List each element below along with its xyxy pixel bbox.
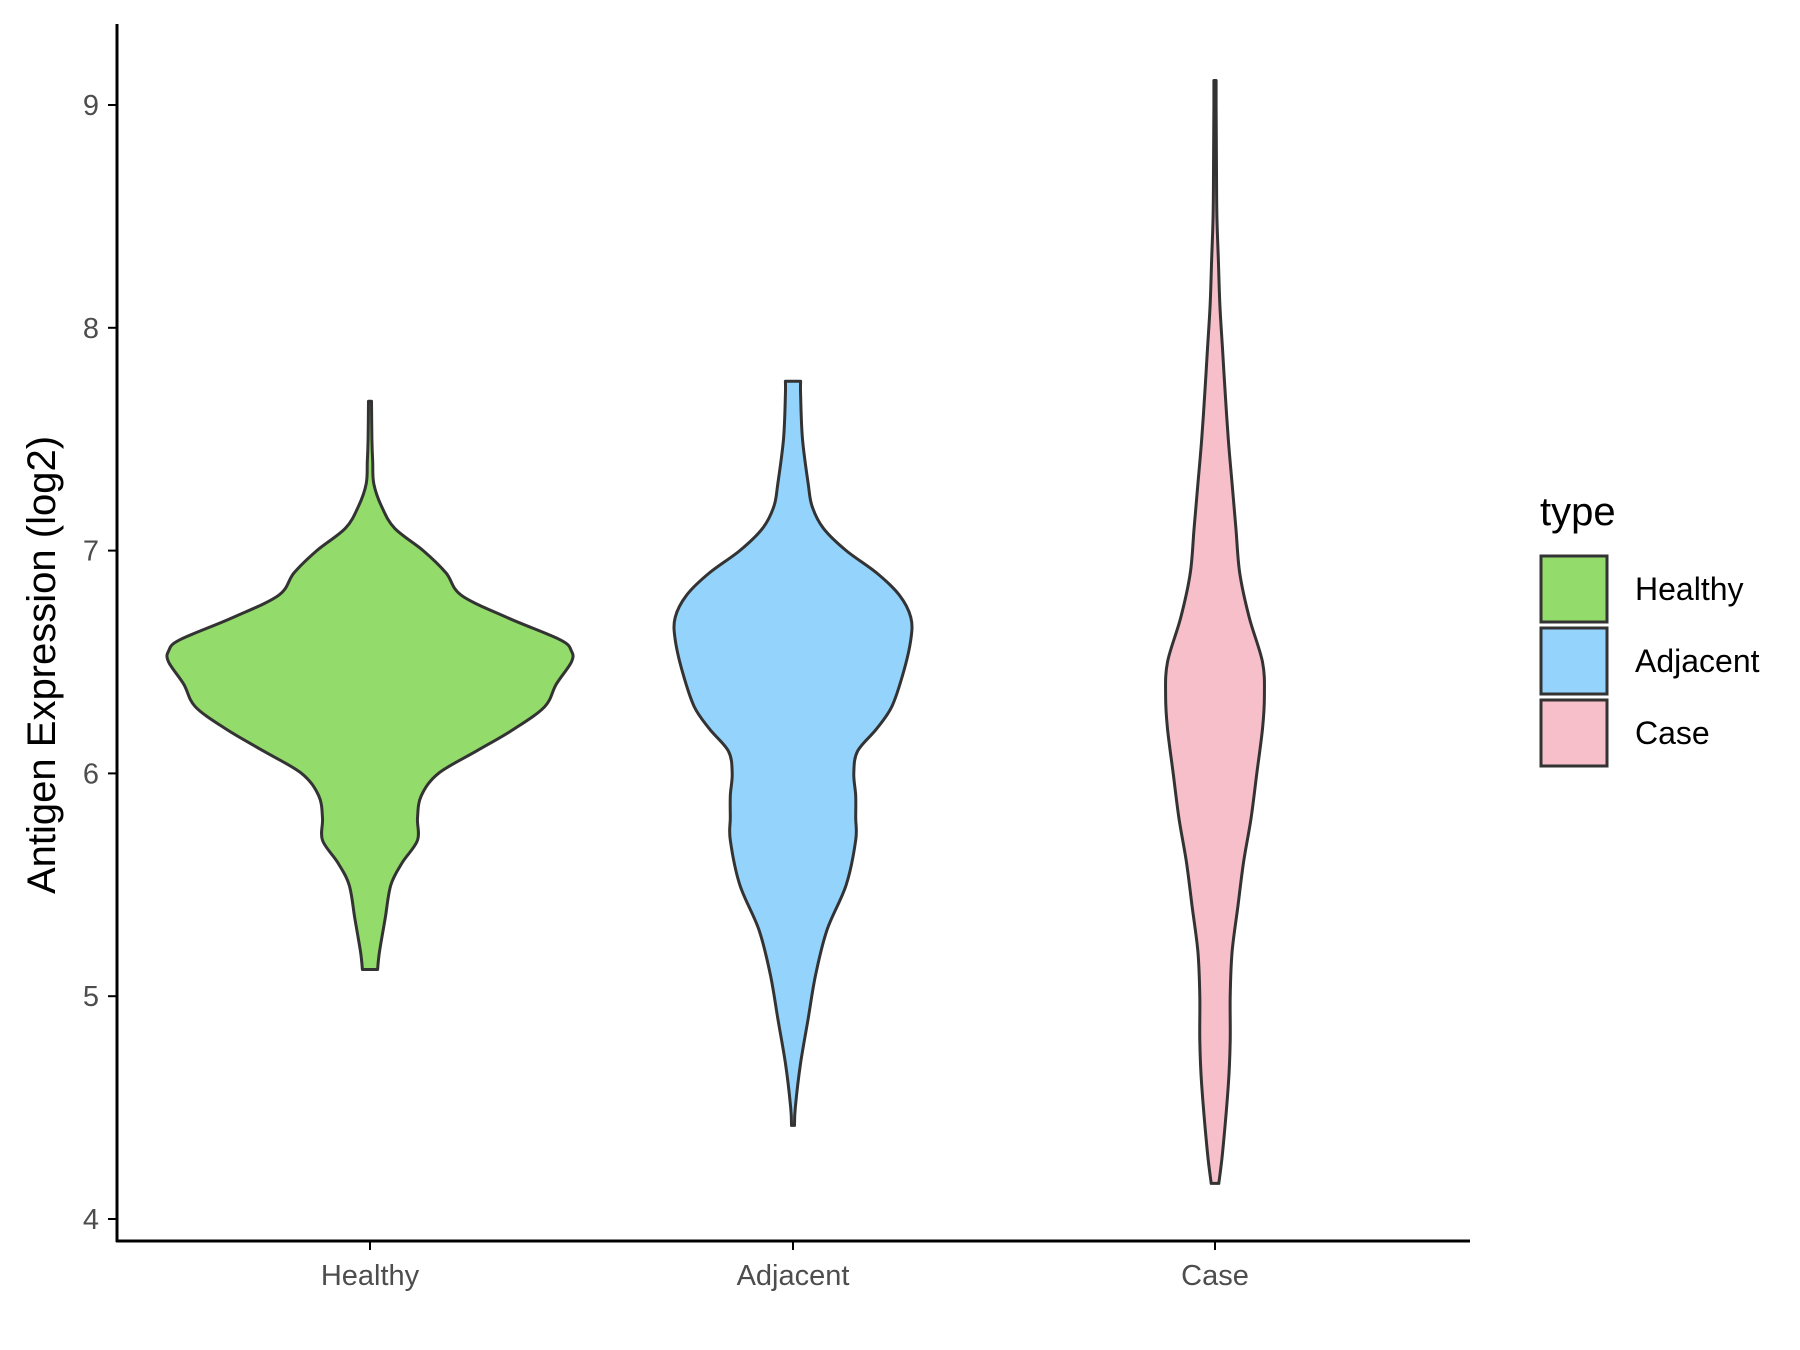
x-tick-label: Healthy [321, 1260, 420, 1292]
legend-label: Adjacent [1635, 643, 1760, 679]
y-tick-label: 7 [83, 536, 99, 568]
legend-label: Case [1635, 715, 1710, 751]
legend: type Healthy Adjacent Case [1539, 490, 1760, 768]
y-tick-label: 8 [83, 313, 99, 345]
x-ticks: Healthy Adjacent Case [321, 1241, 1249, 1292]
violin-adjacent [672, 379, 914, 1127]
violin-layer [165, 79, 1266, 1185]
legend-key-adjacent [1539, 626, 1609, 696]
legend-key-healthy [1539, 554, 1609, 624]
x-tick-label: Adjacent [737, 1260, 850, 1292]
legend-title: type [1540, 490, 1616, 534]
y-tick-label: 6 [83, 758, 99, 790]
legend-label: Healthy [1635, 571, 1744, 607]
y-tick-label: 9 [83, 90, 99, 122]
violin-healthy [165, 399, 575, 971]
legend-key-case [1539, 698, 1609, 768]
x-tick-label: Case [1181, 1260, 1249, 1292]
violin-case [1164, 79, 1266, 1185]
y-tick-label: 5 [83, 981, 99, 1013]
y-ticks: 4 5 6 7 8 9 [83, 90, 117, 1236]
y-tick-label: 4 [83, 1204, 99, 1236]
y-axis-title: Antigen Expression (log2) [20, 436, 64, 894]
